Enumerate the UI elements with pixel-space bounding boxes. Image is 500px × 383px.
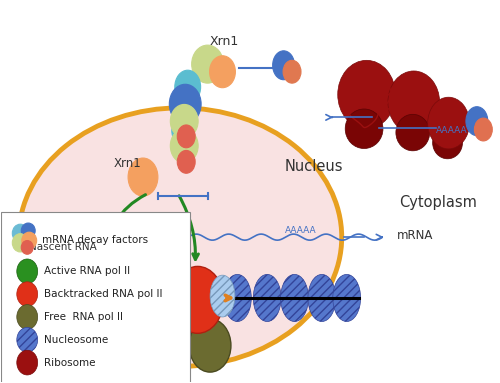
Text: Xrn1: Xrn1 xyxy=(210,35,240,48)
Ellipse shape xyxy=(196,274,224,322)
Text: Backtracked RNA pol II: Backtracked RNA pol II xyxy=(44,289,162,299)
Ellipse shape xyxy=(172,116,194,145)
Text: Ribosome: Ribosome xyxy=(44,358,95,368)
FancyBboxPatch shape xyxy=(2,213,190,383)
Ellipse shape xyxy=(106,274,134,322)
Ellipse shape xyxy=(175,70,201,104)
Ellipse shape xyxy=(17,327,38,352)
Ellipse shape xyxy=(22,241,33,254)
Ellipse shape xyxy=(17,259,38,284)
Ellipse shape xyxy=(128,158,158,196)
Text: Active RNA pol II: Active RNA pol II xyxy=(44,266,130,277)
Ellipse shape xyxy=(272,51,294,80)
Ellipse shape xyxy=(210,275,235,317)
Text: mRNA decay factors: mRNA decay factors xyxy=(42,235,148,245)
Text: AAAAA: AAAAA xyxy=(284,226,316,235)
Ellipse shape xyxy=(17,282,38,306)
Ellipse shape xyxy=(17,350,38,375)
Ellipse shape xyxy=(254,274,281,322)
Ellipse shape xyxy=(280,274,308,322)
Ellipse shape xyxy=(178,125,195,148)
Ellipse shape xyxy=(22,232,36,249)
Ellipse shape xyxy=(19,108,342,367)
Text: mRNA: mRNA xyxy=(396,229,433,242)
Ellipse shape xyxy=(283,61,301,83)
Ellipse shape xyxy=(170,84,201,124)
Ellipse shape xyxy=(32,274,60,322)
Ellipse shape xyxy=(308,274,336,322)
Ellipse shape xyxy=(88,265,139,331)
Ellipse shape xyxy=(22,223,35,238)
Ellipse shape xyxy=(10,274,38,322)
Ellipse shape xyxy=(466,107,488,136)
Text: Nucleosome: Nucleosome xyxy=(44,335,108,345)
Ellipse shape xyxy=(432,127,462,159)
Ellipse shape xyxy=(210,56,236,88)
Ellipse shape xyxy=(136,274,164,322)
Ellipse shape xyxy=(172,267,224,333)
Text: Xrn1: Xrn1 xyxy=(113,157,141,170)
Ellipse shape xyxy=(54,274,82,322)
Ellipse shape xyxy=(170,129,198,163)
Ellipse shape xyxy=(12,224,28,242)
Ellipse shape xyxy=(192,45,224,83)
Ellipse shape xyxy=(474,118,492,141)
Ellipse shape xyxy=(224,274,252,322)
Ellipse shape xyxy=(170,105,198,138)
Ellipse shape xyxy=(338,61,396,129)
Ellipse shape xyxy=(388,71,440,133)
Ellipse shape xyxy=(396,114,430,151)
Text: Free  RNA pol II: Free RNA pol II xyxy=(44,312,122,322)
Ellipse shape xyxy=(333,274,360,322)
Ellipse shape xyxy=(12,234,28,252)
Ellipse shape xyxy=(428,97,470,149)
Text: Nascent RNA: Nascent RNA xyxy=(28,242,96,252)
Text: AAAAA: AAAAA xyxy=(436,126,468,135)
Ellipse shape xyxy=(345,109,383,149)
Ellipse shape xyxy=(178,151,195,173)
Ellipse shape xyxy=(17,304,38,329)
Text: Nucleus: Nucleus xyxy=(284,159,343,173)
Ellipse shape xyxy=(74,274,102,322)
Ellipse shape xyxy=(189,319,231,372)
Text: Cytoplasm: Cytoplasm xyxy=(399,195,476,210)
